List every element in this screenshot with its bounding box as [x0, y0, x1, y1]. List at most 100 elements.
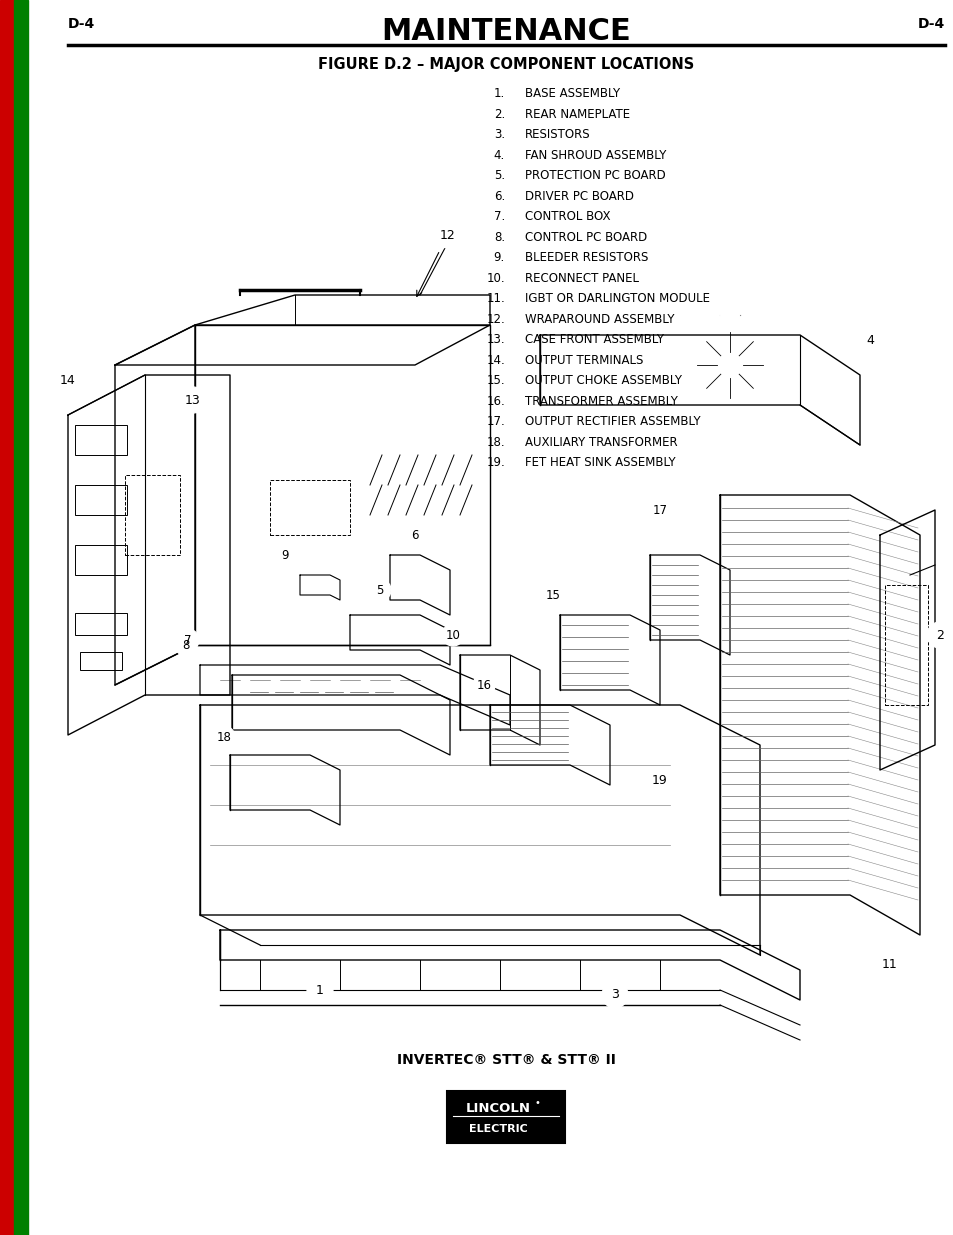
Circle shape: [473, 674, 495, 697]
Text: Return to Section TOC: Return to Section TOC: [4, 1024, 10, 1100]
Text: BLEEDER RESISTORS: BLEEDER RESISTORS: [524, 251, 648, 264]
Text: 13: 13: [185, 394, 201, 406]
Bar: [75, 613, 127, 635]
Text: 15: 15: [545, 589, 559, 601]
Circle shape: [646, 767, 672, 793]
Text: D-4: D-4: [917, 17, 944, 31]
Bar: [447, 1091, 565, 1144]
Text: 13.: 13.: [486, 333, 504, 346]
Bar: [0, 0, 14, 1235]
Text: 16.: 16.: [486, 394, 504, 408]
Text: D-4: D-4: [68, 17, 95, 31]
Text: WRAPAROUND ASSEMBLY: WRAPAROUND ASSEMBLY: [524, 312, 674, 326]
Circle shape: [601, 982, 627, 1008]
Circle shape: [648, 499, 670, 521]
Circle shape: [720, 305, 740, 325]
Text: MAINTENANCE: MAINTENANCE: [381, 17, 631, 46]
Text: 15.: 15.: [486, 374, 504, 387]
Bar: [14, 0, 28, 1235]
Text: 11: 11: [882, 958, 897, 972]
Bar: [125, 475, 180, 555]
Bar: [75, 545, 127, 576]
Text: Return to Master TOC: Return to Master TOC: [18, 1025, 24, 1099]
Text: FIGURE D.2 – MAJOR COMPONENT LOCATIONS: FIGURE D.2 – MAJOR COMPONENT LOCATIONS: [318, 57, 694, 72]
Text: 18.: 18.: [486, 436, 504, 448]
Circle shape: [435, 222, 460, 248]
Text: TRANSFORMER ASSEMBLY: TRANSFORMER ASSEMBLY: [524, 394, 678, 408]
Text: OUTPUT TERMINALS: OUTPUT TERMINALS: [524, 353, 642, 367]
Text: IGBT OR DARLINGTON MODULE: IGBT OR DARLINGTON MODULE: [524, 291, 709, 305]
Text: BASE ASSEMBLY: BASE ASSEMBLY: [524, 86, 619, 100]
Text: 12.: 12.: [486, 312, 504, 326]
Text: 7.: 7.: [494, 210, 504, 224]
Text: CONTROL PC BOARD: CONTROL PC BOARD: [524, 231, 646, 243]
Text: 14.: 14.: [486, 353, 504, 367]
Text: FAN SHROUD ASSEMBLY: FAN SHROUD ASSEMBLY: [524, 148, 666, 162]
Text: 16: 16: [476, 678, 491, 692]
Circle shape: [369, 579, 391, 601]
Circle shape: [177, 629, 199, 651]
Text: 5.: 5.: [494, 169, 504, 182]
Text: OUTPUT RECTIFIER ASSEMBLY: OUTPUT RECTIFIER ASSEMBLY: [524, 415, 700, 429]
Text: REAR NAMEPLATE: REAR NAMEPLATE: [524, 107, 630, 121]
Text: 8.: 8.: [494, 231, 504, 243]
Text: 7: 7: [184, 634, 192, 646]
Text: CONTROL BOX: CONTROL BOX: [524, 210, 610, 224]
Text: Return to Section TOC: Return to Section TOC: [4, 110, 10, 186]
Text: LINCOLN: LINCOLN: [465, 1103, 531, 1115]
Circle shape: [55, 367, 81, 393]
Text: 2.: 2.: [494, 107, 504, 121]
Text: 1: 1: [315, 983, 324, 997]
Text: Return to Section TOC: Return to Section TOC: [4, 703, 10, 779]
Circle shape: [926, 622, 952, 648]
Circle shape: [180, 387, 206, 412]
Text: RESISTORS: RESISTORS: [524, 128, 590, 141]
Circle shape: [274, 543, 295, 566]
Text: 10: 10: [445, 629, 460, 641]
Bar: [80, 652, 122, 671]
Text: Return to Master TOC: Return to Master TOC: [18, 704, 24, 778]
Bar: [75, 485, 127, 515]
Text: Return to Master TOC: Return to Master TOC: [18, 111, 24, 185]
Bar: [270, 480, 350, 535]
Text: 8: 8: [182, 638, 190, 652]
Text: 6: 6: [411, 529, 418, 541]
Circle shape: [856, 327, 882, 353]
Text: 4.: 4.: [494, 148, 504, 162]
Circle shape: [876, 952, 902, 978]
Bar: [884, 585, 927, 705]
Text: 14: 14: [60, 373, 76, 387]
Text: 17.: 17.: [486, 415, 504, 429]
Text: Return to Master TOC: Return to Master TOC: [18, 408, 24, 482]
Text: ELECTRIC: ELECTRIC: [469, 1124, 527, 1134]
Circle shape: [441, 624, 463, 646]
Text: 3.: 3.: [494, 128, 504, 141]
Text: 19.: 19.: [486, 456, 504, 469]
Text: 19: 19: [652, 773, 667, 787]
Text: FET HEAT SINK ASSEMBLY: FET HEAT SINK ASSEMBLY: [524, 456, 675, 469]
Text: 6.: 6.: [494, 189, 504, 203]
Circle shape: [174, 634, 196, 656]
Text: •: •: [535, 1098, 540, 1108]
Text: INVERTEC® STT® & STT® II: INVERTEC® STT® & STT® II: [396, 1053, 616, 1067]
Text: DRIVER PC BOARD: DRIVER PC BOARD: [524, 189, 634, 203]
Text: CASE FRONT ASSEMBLY: CASE FRONT ASSEMBLY: [524, 333, 663, 346]
Circle shape: [213, 726, 234, 748]
Text: 11.: 11.: [486, 291, 504, 305]
Text: AUXILIARY TRANSFORMER: AUXILIARY TRANSFORMER: [524, 436, 677, 448]
Text: 10.: 10.: [486, 272, 504, 284]
Text: RECONNECT PANEL: RECONNECT PANEL: [524, 272, 639, 284]
Bar: [75, 425, 127, 454]
Text: 5: 5: [375, 583, 383, 597]
Circle shape: [403, 524, 426, 546]
Text: PROTECTION PC BOARD: PROTECTION PC BOARD: [524, 169, 665, 182]
Text: 9.: 9.: [494, 251, 504, 264]
Bar: [450, 1094, 562, 1140]
Text: 17: 17: [652, 504, 667, 516]
Text: 2: 2: [935, 629, 943, 641]
Text: 9: 9: [281, 548, 289, 562]
Text: 4: 4: [865, 333, 873, 347]
Circle shape: [541, 584, 563, 606]
Text: OUTPUT CHOKE ASSEMBLY: OUTPUT CHOKE ASSEMBLY: [524, 374, 681, 387]
Text: Return to Section TOC: Return to Section TOC: [4, 406, 10, 483]
